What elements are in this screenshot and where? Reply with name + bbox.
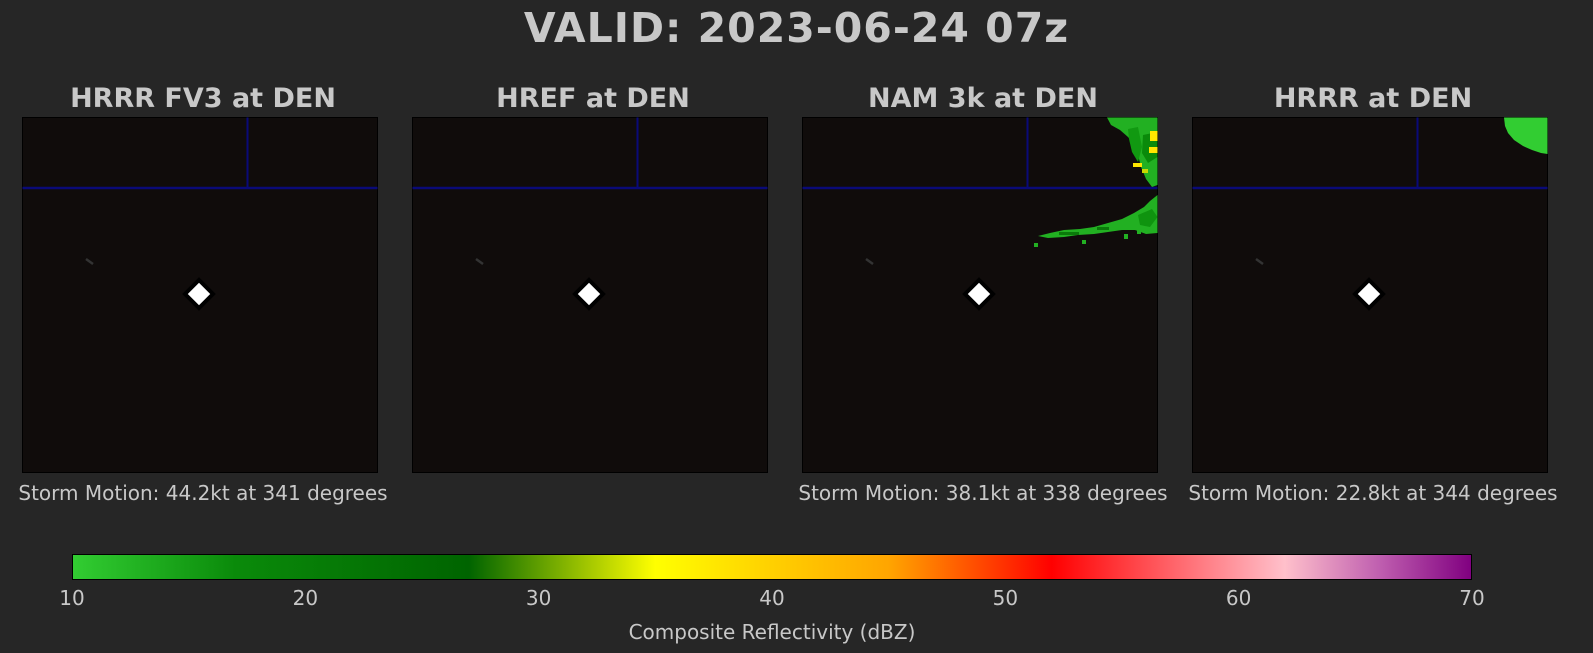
- station-marker-diamond: [1352, 277, 1386, 311]
- storm-motion-label: Storm Motion: 22.8kt at 344 degrees: [1188, 481, 1558, 505]
- panel-3: NAM 3k at DEN Storm Motion: 38.1kt at 338…: [798, 80, 1167, 506]
- colorbar-tick-label: 40: [759, 586, 785, 610]
- reflectivity-echo: [1034, 117, 1158, 247]
- terrain-mark: [85, 257, 94, 266]
- panel-title: NAM 3k at DEN: [868, 83, 1098, 114]
- radar-plot: [22, 117, 378, 473]
- panel-2: HREF at DEN: [412, 80, 774, 506]
- main-title: VALID: 2023-06-24 07z: [523, 4, 1070, 52]
- panel-title: HRRR at DEN: [1273, 83, 1473, 114]
- colorbar-tick-label: 20: [292, 586, 319, 610]
- terrain-mark: [865, 257, 874, 266]
- panel-1: HRRR FV3 at DEN Storm Motion: 44.2kt at 3…: [18, 80, 387, 506]
- panel-title: HRRR FV3 at DEN: [70, 83, 336, 114]
- terrain-mark: [475, 257, 484, 266]
- radar-plot: [412, 117, 768, 473]
- colorbar-tick-label: 70: [1459, 586, 1485, 610]
- colorbar-tick-label: 50: [992, 586, 1019, 610]
- panel-title: HREF at DEN: [496, 83, 690, 114]
- reflectivity-echo: [1504, 117, 1548, 154]
- colorbar-bar: [72, 554, 1472, 580]
- colorbar-tick-label: 10: [59, 586, 85, 610]
- colorbar-tick-label: 60: [1225, 586, 1252, 610]
- radar-plot: [802, 117, 1158, 473]
- radar-plot: [1192, 117, 1548, 473]
- storm-motion-label: Storm Motion: 38.1kt at 338 degrees: [798, 481, 1168, 505]
- colorbar: 10 20 30 40 50 60 70 Composite Reflectivity (d…: [59, 554, 1485, 644]
- colorbar-label: Composite Reflectivity (dBZ): [628, 620, 916, 644]
- terrain-mark: [1255, 257, 1264, 266]
- colorbar-tick-label: 30: [525, 586, 552, 610]
- station-marker-diamond: [182, 277, 216, 311]
- storm-motion-label: Storm Motion: 44.2kt at 341 degrees: [18, 481, 388, 505]
- panel-4: HRRR at DEN Storm Motion: 22.8kt at 344 d…: [1188, 80, 1557, 506]
- storm-motion-label: [395, 480, 791, 506]
- station-marker-diamond: [572, 277, 606, 311]
- station-marker-diamond: [962, 277, 996, 311]
- colorbar-gradient: [72, 554, 1472, 580]
